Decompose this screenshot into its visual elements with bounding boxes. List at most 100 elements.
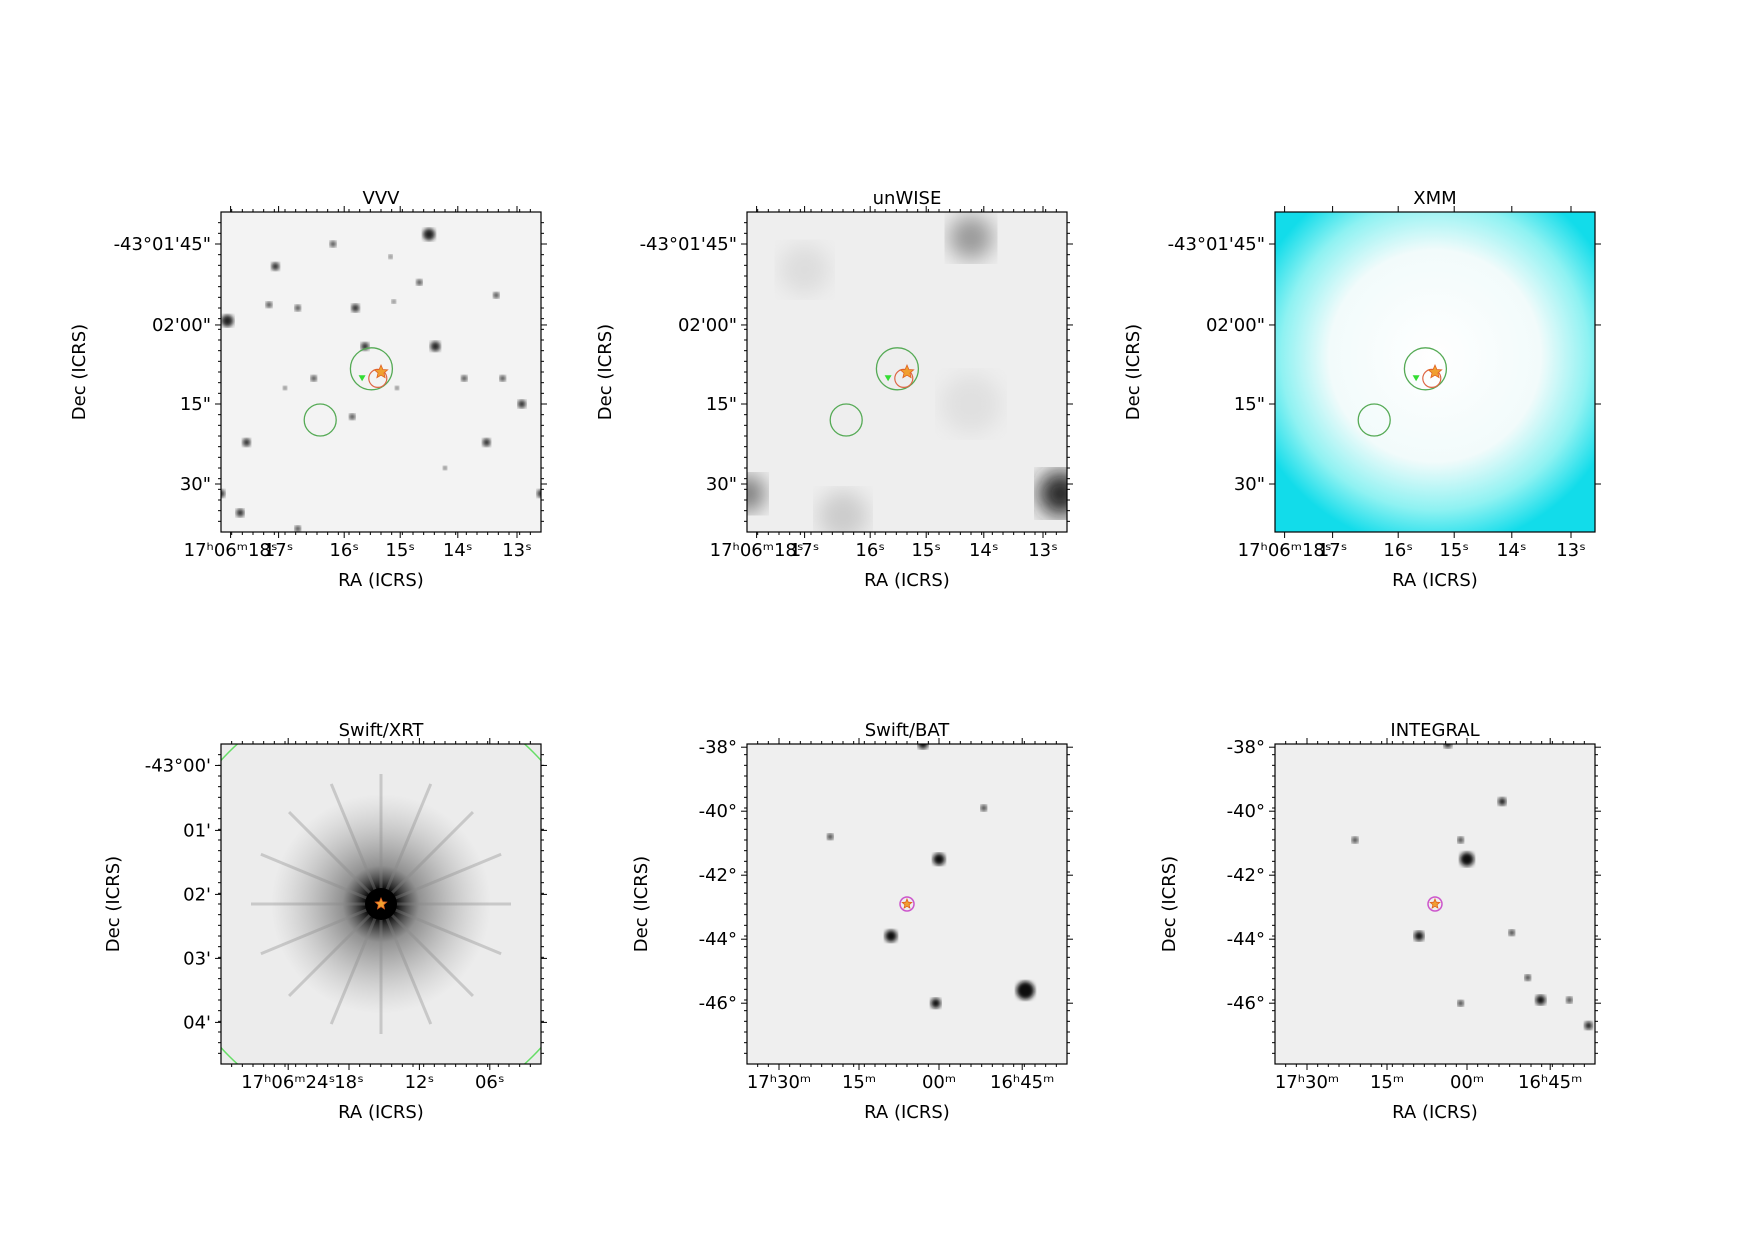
x-tick-label: 16ˢ <box>855 540 885 561</box>
x-tick-label: 16ʰ45ᵐ <box>1518 1072 1582 1093</box>
y-tick-label: 15" <box>180 394 211 415</box>
source <box>294 305 301 311</box>
sky-image <box>1275 212 1595 532</box>
x-tick-label: 06ˢ <box>475 1072 505 1093</box>
y-axis-label: Dec (ICRS) <box>1159 856 1180 952</box>
sky-image <box>1275 744 1595 1064</box>
y-tick-label: 02'00" <box>678 315 737 336</box>
source <box>747 475 765 512</box>
x-axis-label: RA (ICRS) <box>864 570 950 591</box>
x-tick-label: 13ˢ <box>502 540 532 561</box>
x-tick-label: 15ᵐ <box>842 1072 876 1093</box>
panel-title: unWISE <box>873 188 942 209</box>
source <box>351 304 360 312</box>
source <box>918 744 928 749</box>
y-tick-label: -42° <box>1227 865 1265 886</box>
y-tick-label: -40° <box>1227 801 1265 822</box>
error-circle <box>303 403 337 437</box>
psf-spike <box>379 811 474 906</box>
x-tick-label: 15ˢ <box>385 540 415 561</box>
counterpart-marker <box>1412 375 1420 382</box>
y-axis-label: Dec (ICRS) <box>69 324 90 420</box>
psf-spike <box>329 903 383 1025</box>
source <box>1414 931 1424 941</box>
y-tick-label: 01' <box>183 820 211 841</box>
y-tick-label: 04' <box>183 1012 211 1033</box>
x-tick-label: 18ˢ <box>334 1072 364 1093</box>
source <box>1566 997 1573 1003</box>
source <box>395 386 399 390</box>
x-tick-label: 13ˢ <box>1028 540 1058 561</box>
source <box>1038 471 1067 516</box>
x-tick-label: 17ˢ <box>790 540 820 561</box>
x-axis-label: RA (ICRS) <box>338 570 424 591</box>
y-tick-label: -46° <box>1227 993 1265 1014</box>
source <box>1460 852 1474 867</box>
source <box>941 374 1001 434</box>
source <box>416 279 423 286</box>
source <box>1352 837 1358 843</box>
panel-title: Swift/BAT <box>865 720 951 741</box>
source <box>885 930 897 942</box>
x-tick-label: 17ʰ30ᵐ <box>747 1072 811 1093</box>
panel: INTEGRAL 17ʰ30ᵐ 15ᵐ 00ᵐ 16ʰ45ᵐ -38° -40° -42° -4… <box>1159 720 1601 1123</box>
sky-image <box>747 744 1067 1064</box>
error-circle <box>829 403 863 437</box>
error-circle <box>899 896 915 912</box>
x-axis-label: RA (ICRS) <box>1392 570 1478 591</box>
source <box>818 491 868 532</box>
y-tick-label: 15" <box>1234 394 1265 415</box>
x-tick-label: 14ˢ <box>1497 540 1527 561</box>
x-tick-label: 14ˢ <box>969 540 999 561</box>
source <box>1584 1021 1593 1030</box>
psf-spike <box>379 903 433 1025</box>
psf-spike <box>379 902 474 997</box>
y-axis-label: Dec (ICRS) <box>631 856 652 952</box>
source <box>493 292 500 299</box>
x-tick-label: 17ˢ <box>1318 540 1348 561</box>
y-tick-label: -38° <box>699 737 737 758</box>
target-marker <box>899 363 915 379</box>
psf-spike <box>380 902 502 956</box>
axes-frame <box>1274 211 1596 533</box>
y-tick-label: -43°01'45" <box>114 234 211 255</box>
x-tick-label: 13ˢ <box>1556 540 1586 561</box>
x-tick-label: 17ʰ06ᵐ18ˢ <box>1238 540 1332 561</box>
x-tick-label: 17ˢ <box>264 540 294 561</box>
psf-spike <box>288 811 383 906</box>
x-tick-label: 16ˢ <box>329 540 359 561</box>
sky-image <box>747 212 1067 532</box>
source <box>221 314 234 327</box>
source <box>388 254 393 259</box>
error-circle <box>349 347 394 391</box>
source <box>310 375 317 382</box>
y-tick-label: 03' <box>183 948 211 969</box>
psf-spike <box>260 902 382 956</box>
source <box>779 244 830 295</box>
y-tick-label: -38° <box>1227 737 1265 758</box>
x-axis-label: RA (ICRS) <box>864 1102 950 1123</box>
x-tick-label: 12ˢ <box>405 1072 435 1093</box>
y-tick-label: 30" <box>706 474 737 495</box>
panel-title: Swift/XRT <box>339 720 425 741</box>
panel-title: INTEGRAL <box>1390 720 1479 741</box>
source <box>236 508 245 517</box>
y-tick-label: 02' <box>183 884 211 905</box>
error-circle <box>1403 347 1448 391</box>
x-tick-label: 16ʰ45ᵐ <box>990 1072 1054 1093</box>
source <box>349 413 356 420</box>
panel: Swift/XRT 17ʰ06ᵐ24ˢ 18ˢ 12ˢ 06ˢ -43°00' 01' 02'… <box>103 720 547 1123</box>
counterpart-marker <box>358 375 366 382</box>
x-tick-label: 14ˢ <box>443 540 473 561</box>
x-tick-label: 15ˢ <box>1439 540 1469 561</box>
source <box>482 438 491 447</box>
y-tick-label: -43°00' <box>145 755 211 776</box>
y-tick-label: 02'00" <box>1206 315 1265 336</box>
source <box>980 805 987 811</box>
x-tick-label: 00ᵐ <box>922 1072 956 1093</box>
error-circle <box>1427 896 1443 912</box>
y-axis-label: Dec (ICRS) <box>1123 324 1144 420</box>
target-marker <box>901 897 913 909</box>
